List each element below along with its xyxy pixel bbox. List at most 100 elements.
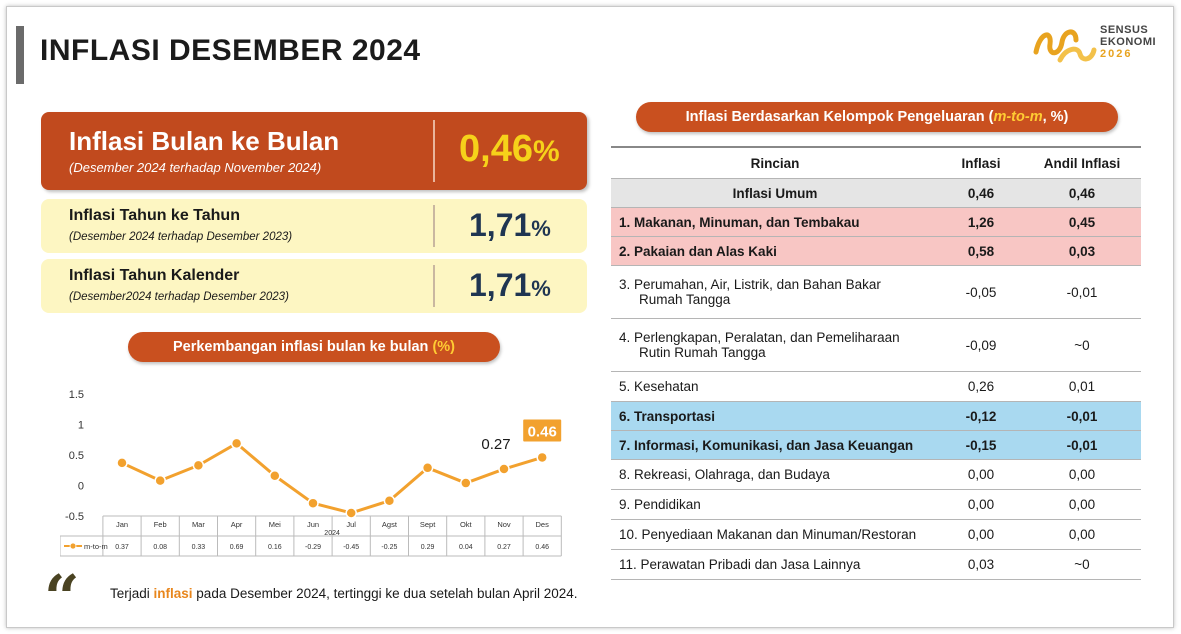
chart-layer: 1.5 1 0.5 0 -0.5 2024 Jan Feb Mar Apr Mei Jun Jul Ags… — [60, 389, 562, 557]
data-table-value: 0.46 — [535, 544, 549, 551]
logo-text: SENSUS EKONOMI 2026 — [1100, 24, 1156, 60]
data-table-value: 0.69 — [230, 544, 244, 551]
x-tick-label: Feb — [154, 520, 167, 529]
row-inflasi: -0,05 — [939, 265, 1023, 319]
x-tick-label: Des — [536, 520, 550, 529]
logo-mark-icon — [1033, 29, 1097, 63]
row-inflasi: 0,00 — [939, 519, 1023, 550]
row-inflasi: 0,00 — [939, 459, 1023, 490]
row-inflasi: 1,26 — [939, 207, 1023, 237]
inflasi-tahunan-card: Inflasi Tahun ke Tahun (Desember 2024 te… — [41, 199, 587, 253]
x-tick-label: Agst — [382, 520, 398, 529]
inflasi-bulanan-value: 0,46% — [459, 128, 560, 171]
data-point — [498, 463, 510, 475]
row-andil: 0,00 — [1023, 459, 1141, 490]
row-label: 1. Makanan, Minuman, dan Tembakau — [611, 207, 939, 237]
table-row: 9. Pendidikan 0,00 0,00 — [611, 489, 1141, 520]
row-inflasi: -0,09 — [939, 318, 1023, 372]
x-tick-label: Mei — [269, 520, 281, 529]
inflasi-kalender-value: 1,71% — [469, 267, 551, 304]
row-label-text-cont: Rutin Rumah Tangga — [639, 345, 766, 360]
row-label: 4. Perlengkapan, Peralatan, dan Pemeliha… — [611, 318, 939, 372]
data-point — [192, 459, 205, 472]
data-label: 0.46 — [528, 423, 557, 440]
row-label: 5. Kesehatan — [611, 371, 939, 402]
row-andil: 0,00 — [1023, 489, 1141, 520]
row-label-text: 9. Pendidikan — [619, 497, 701, 512]
header-inflasi: Inflasi — [939, 146, 1023, 179]
quote-post: pada Desember 2024, tertinggi ke dua set… — [192, 586, 578, 601]
quote-pre: Terjadi — [110, 586, 154, 601]
table-row: 2. Pakaian dan Alas Kaki 0,58 0,03 — [611, 236, 1141, 266]
y-tick-label: 0 — [78, 481, 84, 493]
row-label-text: 1. Makanan, Minuman, dan Tembakau — [619, 214, 860, 230]
table-header-row: Rincian Inflasi Andil Inflasi — [611, 146, 1141, 179]
row-andil: 0,46 — [1023, 178, 1141, 208]
x-tick-label: Nov — [497, 520, 511, 529]
row-label-text: 5. Kesehatan — [619, 379, 699, 394]
value-number: 1,71 — [469, 267, 532, 303]
row-andil: -0,01 — [1023, 430, 1141, 460]
inflasi-tahunan-period: (Desember 2024 terhadap Desember 2023) — [69, 231, 293, 243]
logo-line3: 2026 — [1100, 48, 1133, 60]
row-inflasi: -0,15 — [939, 430, 1023, 460]
value-unit: % — [531, 276, 551, 301]
data-point — [154, 474, 166, 487]
x-tick-label: Jul — [346, 520, 356, 529]
table-row: 8. Rekreasi, Olahraga, dan Budaya 0,00 0,0… — [611, 459, 1141, 490]
data-point — [421, 462, 434, 474]
inflasi-kelompok-table: Rincian Inflasi Andil Inflasi Inflasi Um… — [611, 146, 1141, 580]
row-andil: 0,03 — [1023, 236, 1141, 266]
x-tick-label: Okt — [460, 520, 473, 529]
y-tick-label: 1 — [78, 420, 84, 432]
title-accent-bar — [16, 26, 24, 84]
row-label: 3. Perumahan, Air, Listrik, dan Bahan Ba… — [611, 265, 939, 319]
row-andil: -0,01 — [1023, 401, 1141, 431]
row-label: 7. Informasi, Komunikasi, dan Jasa Keuan… — [611, 430, 939, 460]
inflasi-bulanan-label: Inflasi Bulan ke Bulan — [69, 126, 340, 156]
row-label-text: 2. Pakaian dan Alas Kaki — [619, 243, 777, 259]
table-row: 4. Perlengkapan, Peralatan, dan Pemeliha… — [611, 318, 1141, 372]
row-andil: ~0 — [1023, 318, 1141, 372]
table-title-tail: , %) — [1042, 109, 1069, 125]
table-body: Inflasi Umum 0,46 0,46 1. Makanan, Minuman,… — [611, 178, 1141, 580]
table-row: 10. Penyediaan Makanan dan Minuman/Resto… — [611, 519, 1141, 550]
inflasi-kalender-period: (Desember2024 terhadap Desember 2023) — [69, 291, 289, 303]
data-point — [383, 495, 396, 507]
inflasi-kalender-card: Inflasi Tahun Kalender (Desember2024 ter… — [41, 259, 587, 313]
row-inflasi: 0,03 — [939, 549, 1023, 580]
x-tick-label: Apr — [231, 520, 243, 529]
annotation-box — [523, 419, 562, 442]
row-andil: -0,01 — [1023, 265, 1141, 319]
row-label: 11. Perawatan Pribadi dan Jasa Lainnya — [611, 549, 939, 580]
data-point — [230, 437, 243, 450]
quote-highlight: inflasi — [153, 586, 193, 601]
x-tick-label: Jan — [116, 520, 128, 529]
legend-label: m-to-m — [84, 542, 108, 551]
table-row: 5. Kesehatan 0,26 0,01 — [611, 371, 1141, 402]
x-group-label: 2024 — [324, 530, 340, 537]
inflasi-bulanan-card: Inflasi Bulan ke Bulan (Desember 2024 te… — [41, 112, 587, 190]
page-title: INFLASI DESEMBER 2024 — [40, 34, 421, 67]
row-inflasi: 0,46 — [939, 178, 1023, 208]
table-title-pill: Inflasi Berdasarkan Kelompok Pengeluaran… — [636, 102, 1118, 132]
row-inflasi: 0,00 — [939, 489, 1023, 520]
table-row: 11. Perawatan Pribadi dan Jasa Lainnya 0,… — [611, 549, 1141, 580]
table-row: 1. Makanan, Minuman, dan Tembakau 1,26 0,4… — [611, 207, 1141, 237]
legend-marker — [69, 542, 77, 550]
x-tick-label: Mar — [192, 520, 205, 529]
y-tick-label: 1.5 — [69, 389, 84, 401]
data-point — [345, 507, 357, 519]
chart-title-text: Perkembangan inflasi bulan ke bulan — [172, 339, 433, 355]
table-title-text: Inflasi Berdasarkan Kelompok Pengeluaran… — [685, 109, 994, 125]
table-row: Inflasi Umum 0,46 0,46 — [611, 178, 1141, 208]
data-point — [536, 451, 548, 464]
data-point — [116, 457, 128, 469]
header-rincian: Rincian — [611, 146, 939, 179]
quote-text: Terjadi inflasi pada Desember 2024, tert… — [110, 585, 580, 602]
y-tick-label: 0.5 — [69, 450, 84, 462]
row-label-text: 8. Rekreasi, Olahraga, dan Budaya — [619, 467, 830, 482]
header-andil: Andil Inflasi — [1023, 146, 1141, 179]
data-table-value: -0.29 — [305, 544, 321, 551]
data-table-value: 0.08 — [153, 544, 167, 551]
